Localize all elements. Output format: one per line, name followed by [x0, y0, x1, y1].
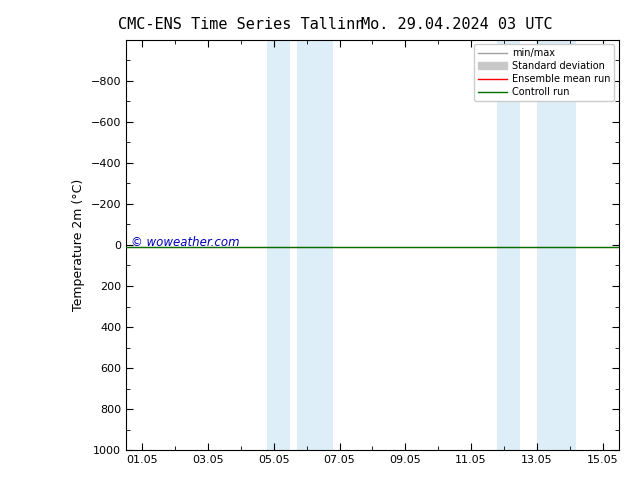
Text: © woweather.com: © woweather.com	[131, 236, 240, 249]
Text: Mo. 29.04.2024 03 UTC: Mo. 29.04.2024 03 UTC	[361, 17, 552, 32]
Text: CMC-ENS Time Series Tallinn: CMC-ENS Time Series Tallinn	[118, 17, 364, 32]
Bar	[268, 40, 290, 450]
Y-axis label: Temperature 2m (°C): Temperature 2m (°C)	[72, 179, 85, 311]
Bar	[537, 40, 576, 450]
Bar	[297, 40, 333, 450]
Bar	[498, 40, 521, 450]
Legend: min/max, Standard deviation, Ensemble mean run, Controll run: min/max, Standard deviation, Ensemble me…	[474, 45, 614, 101]
